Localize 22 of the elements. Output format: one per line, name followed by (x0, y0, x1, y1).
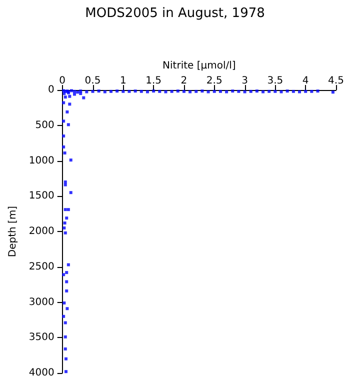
x-tick-label: 0 (59, 76, 66, 86)
y-tick-label: 3500 (28, 332, 54, 344)
x-tick-label: 0.5 (84, 76, 101, 86)
x-tick-label: 3.5 (267, 76, 284, 86)
y-tick-label: 2000 (28, 226, 54, 237)
x-tick-label: 3 (242, 76, 248, 86)
y-tick-label: 3000 (28, 296, 54, 308)
y-tick-label: 500 (35, 120, 54, 131)
x-tick-label: 4 (302, 76, 309, 86)
x-tick-label: 2.5 (206, 76, 222, 86)
x-tick-label: 2 (180, 76, 188, 86)
y-tick-label: 0 (48, 84, 54, 96)
y-tick-label: 1000 (28, 155, 54, 166)
y-axis-title: Depth [m] (8, 206, 18, 258)
x-tick-label: 4.5 (328, 76, 344, 86)
chart-title: MODS2005 in August, 1978 (85, 6, 265, 21)
y-tick-label: 2500 (28, 261, 54, 272)
x-axis-title: Nitrite [µmol/l] (162, 60, 236, 72)
x-tick-label: 1.5 (146, 76, 162, 86)
x-tick-label: 1 (120, 76, 126, 86)
y-tick-label: 1500 (28, 190, 54, 202)
y-tick-label: 4000 (28, 368, 54, 378)
